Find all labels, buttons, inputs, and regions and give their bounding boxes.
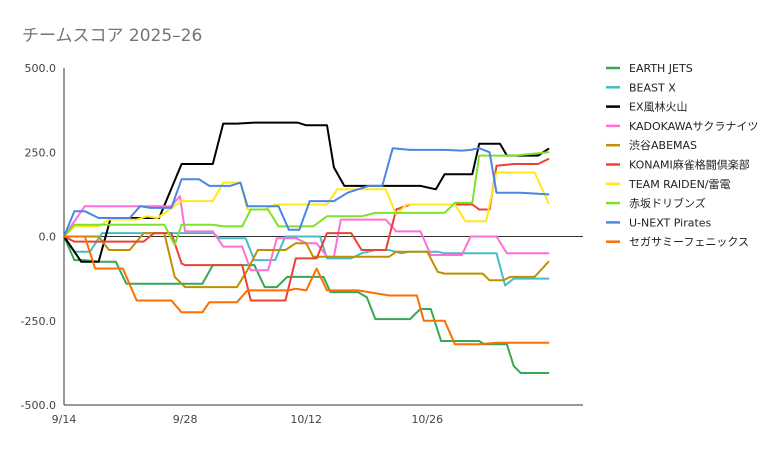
legend-item: TEAM RAIDEN/雷電 <box>606 178 731 191</box>
legend-label: KONAMI麻雀格闘倶楽部 <box>629 158 750 172</box>
legend-label: セガサミーフェニックス <box>629 236 749 249</box>
legend-item: EARTH JETS <box>606 62 693 75</box>
plot-area <box>63 68 583 406</box>
legend-item: BEAST X <box>606 81 676 94</box>
legend-item: KONAMI麻雀格闘倶楽部 <box>606 158 750 172</box>
series-line-0 <box>63 235 550 374</box>
chart-title: チームスコア 2025–26 <box>22 26 202 46</box>
legend-item: U-NEXT Pirates <box>606 216 712 229</box>
legend-item: KADOKAWAサクラナイツ <box>606 120 758 133</box>
legend-label: EX風林火山 <box>629 100 688 114</box>
series-line-7 <box>63 151 550 246</box>
y-tick-label: -500.0 <box>21 399 56 412</box>
legend-label: U-NEXT Pirates <box>629 216 712 229</box>
x-tick-label: 9/28 <box>173 413 198 426</box>
y-tick-label: -250.0 <box>21 315 56 328</box>
y-tick-label: 250.0 <box>25 146 57 159</box>
legend-item: 渋谷ABEMAS <box>606 139 697 152</box>
legend-item: EX風林火山 <box>606 100 688 114</box>
series-line-9 <box>63 235 550 346</box>
y-tick-label: 500.0 <box>25 62 57 75</box>
y-axis: 500.0 250.0 0.0 -250.0 -500.0 <box>21 62 56 412</box>
x-tick-label: 9/14 <box>52 413 77 426</box>
legend-item: 赤坂ドリブンズ <box>606 196 706 210</box>
legend-label: 渋谷ABEMAS <box>629 139 697 152</box>
series-line-5 <box>63 158 550 302</box>
x-axis: 9/14 9/28 10/12 10/26 <box>52 413 444 426</box>
legend-label: TEAM RAIDEN/雷電 <box>628 178 731 191</box>
x-tick-label: 10/12 <box>290 413 322 426</box>
legend-item: セガサミーフェニックス <box>606 236 749 249</box>
legend-label: EARTH JETS <box>629 62 693 75</box>
legend-label: BEAST X <box>629 81 676 94</box>
x-tick-label: 10/26 <box>411 413 443 426</box>
y-tick-label: 0.0 <box>39 231 57 244</box>
legend-label: KADOKAWAサクラナイツ <box>629 120 758 133</box>
series-line-8 <box>63 147 550 238</box>
legend: EARTH JETS BEAST X EX風林火山 KADOKAWAサクラナイツ渋谷A… <box>606 62 758 249</box>
legend-label: 赤坂ドリブンズ <box>629 196 706 210</box>
